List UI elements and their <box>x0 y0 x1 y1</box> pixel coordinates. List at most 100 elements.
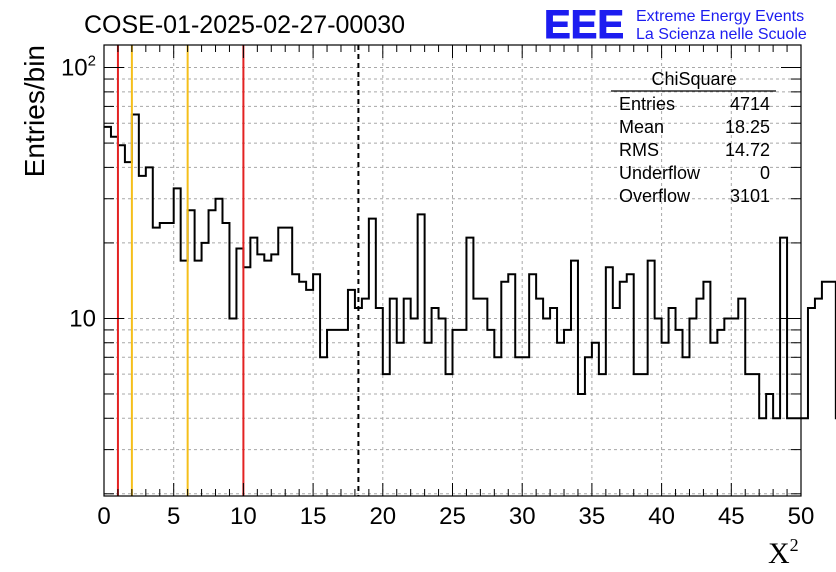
histogram-bin <box>104 127 111 496</box>
stats-box-title: ChiSquare <box>651 69 736 89</box>
stats-box: ChiSquare Entries 4714 Mean 18.25 RMS 14.72 Un… <box>611 69 776 206</box>
histogram-bin <box>341 330 348 496</box>
grid <box>104 45 801 496</box>
histogram-bin <box>717 330 724 496</box>
histogram-bin <box>683 357 690 496</box>
histogram-bin <box>236 249 243 496</box>
histogram-bin <box>571 261 578 496</box>
x-tick-label: 40 <box>648 503 675 530</box>
x-axis-label: X2 <box>768 535 799 570</box>
x-tick-label: 15 <box>300 503 327 530</box>
y-axis-label: Entries/bin <box>19 45 50 177</box>
histogram-bin <box>278 228 285 496</box>
stats-rows: Entries 4714 Mean 18.25 RMS 14.72 Underflow 0 Ov… <box>619 94 770 206</box>
histogram-bin <box>606 267 613 496</box>
histogram-bin <box>648 261 655 496</box>
histogram-bin <box>773 418 780 496</box>
histogram-bin <box>285 228 292 496</box>
histogram-bin <box>480 299 487 496</box>
histogram-bin <box>250 238 257 496</box>
histogram-bin <box>550 308 557 496</box>
histogram-bin <box>132 114 139 496</box>
stats-label: Underflow <box>619 163 701 183</box>
histogram-bin <box>815 299 822 496</box>
stats-value: 0 <box>760 163 770 183</box>
histogram-bin <box>404 299 411 496</box>
histogram-series <box>104 113 836 496</box>
histogram-step-line <box>104 113 836 420</box>
histogram-bin <box>759 418 766 496</box>
histogram-bin <box>536 299 543 496</box>
histogram-bin <box>222 223 229 496</box>
histogram-bin <box>139 176 146 496</box>
histogram-bin <box>620 282 627 496</box>
histogram-bin <box>320 357 327 496</box>
histogram-bin <box>418 214 425 496</box>
chart-title: COSE-01-2025-02-27-00030 <box>84 11 405 39</box>
y-tick-label: 102 <box>61 53 96 82</box>
y-tick-label: 10 <box>69 305 96 332</box>
histogram-bin <box>411 318 418 496</box>
histogram-bin <box>439 318 446 496</box>
stats-value: 4714 <box>730 94 770 114</box>
histogram-bin <box>829 282 836 496</box>
histogram-bin <box>794 418 801 496</box>
histogram-bin <box>153 228 160 496</box>
histogram-bin <box>662 343 669 496</box>
eee-logo-mark: EEE <box>544 3 624 47</box>
logo-line-2: La Scienza nelle Scuole <box>636 26 807 43</box>
stats-label: Overflow <box>619 186 691 206</box>
histogram-bin <box>188 210 195 496</box>
histogram-bin <box>724 318 731 496</box>
histogram-bin <box>669 308 676 496</box>
x-axis-label-base: X <box>768 537 790 570</box>
histogram-bin <box>731 318 738 496</box>
histogram-bin <box>564 330 571 496</box>
histogram-bin <box>801 418 808 496</box>
histogram-bin <box>494 357 501 496</box>
histogram-bin <box>348 290 355 496</box>
x-tick-label: 50 <box>788 503 815 530</box>
histogram-bin <box>327 330 334 496</box>
histogram-bin <box>264 261 271 496</box>
histogram-bin <box>473 299 480 496</box>
histogram-bin <box>160 223 167 496</box>
histogram-bin <box>703 282 710 496</box>
histogram-bin <box>710 343 717 496</box>
histogram-bin <box>202 243 209 496</box>
histogram-bin <box>299 282 306 496</box>
histogram-bin <box>689 318 696 496</box>
histogram-bin <box>243 267 250 496</box>
stats-label: RMS <box>619 140 659 160</box>
histogram-bin <box>592 343 599 496</box>
histogram-bin <box>167 223 174 496</box>
x-tick-label: 20 <box>369 503 396 530</box>
histogram-bin <box>487 330 494 496</box>
histogram-bin <box>313 274 320 496</box>
histogram-bin <box>181 261 188 496</box>
histogram-bin <box>578 394 585 496</box>
histogram-bin <box>745 374 752 496</box>
histogram-bin <box>738 299 745 496</box>
histogram-bin <box>390 299 397 496</box>
x-tick-label: 45 <box>718 503 745 530</box>
histogram-bin <box>453 330 460 496</box>
histogram-bin <box>446 374 453 496</box>
histogram-bin <box>557 343 564 496</box>
histogram-bin <box>229 318 236 496</box>
x-axis-label-exponent: 2 <box>790 535 799 555</box>
histogram-bin <box>425 343 432 496</box>
histogram-bin <box>125 162 132 496</box>
histogram-bin <box>627 274 634 496</box>
x-tick-label: 25 <box>439 503 466 530</box>
histogram-bin <box>585 357 592 496</box>
stats-value: 3101 <box>730 186 770 206</box>
histogram-bin <box>515 357 522 496</box>
histogram-bin <box>271 254 278 496</box>
logo-line-1: Extreme Energy Events <box>636 8 804 25</box>
reference-lines <box>116 45 360 496</box>
histogram-bin <box>195 261 202 496</box>
histogram-bin <box>257 254 264 496</box>
histogram-bin <box>780 238 787 496</box>
